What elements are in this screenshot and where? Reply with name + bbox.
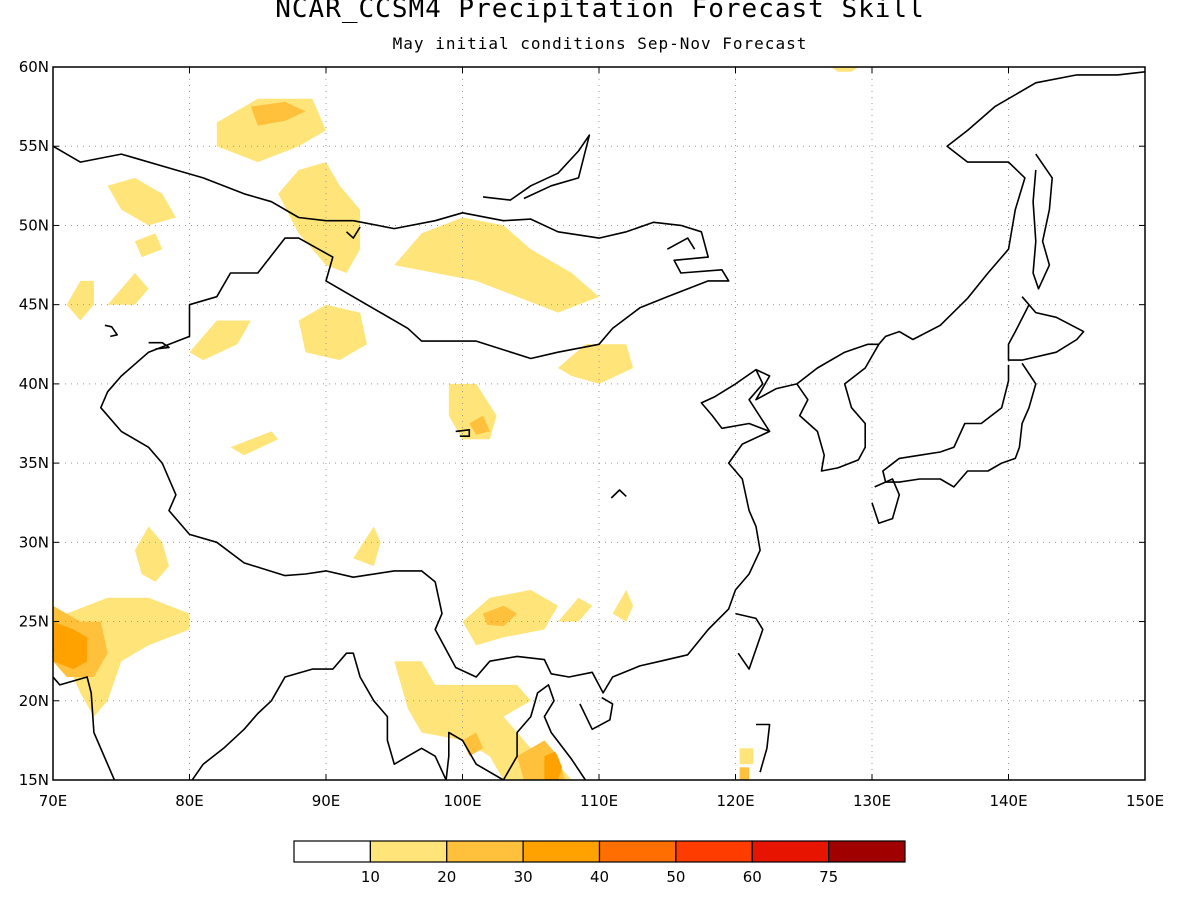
skill-region-level-1 — [353, 526, 381, 567]
lat-tick-label: 25N — [19, 613, 49, 631]
colorbar-swatch — [828, 840, 906, 863]
lat-tick-label: 30N — [19, 533, 49, 551]
skill-region-level-1 — [831, 67, 859, 72]
skill-region-level-1 — [739, 748, 754, 765]
lon-tick-label: 120E — [716, 792, 754, 810]
coastline — [445, 731, 504, 780]
skill-region-level-1 — [230, 431, 279, 456]
lon-tick-label: 80E — [175, 792, 204, 810]
skill-region-level-2 — [250, 101, 306, 126]
lon-tick-label: 90E — [312, 792, 341, 810]
coastline — [53, 649, 116, 780]
skill-region-level-3 — [544, 751, 563, 780]
skill-region-level-1 — [66, 280, 94, 321]
coastline — [748, 369, 771, 432]
lon-tick-label: 70E — [39, 792, 68, 810]
coastline — [735, 612, 764, 670]
lat-tick-label: 60N — [19, 58, 49, 76]
coastline — [756, 723, 771, 773]
lat-tick-label: 20N — [19, 692, 49, 710]
coastline — [610, 489, 627, 499]
skill-region-level-1 — [278, 162, 361, 273]
lat-tick-label: 35N — [19, 454, 49, 472]
coastline — [148, 341, 170, 350]
longitude-axis: 70E 80E 90E 100E 110E 120E 130E 140E 150E — [39, 67, 1164, 810]
coastline — [1007, 296, 1085, 361]
coastline — [502, 684, 587, 780]
colorbar-swatch — [598, 840, 677, 863]
coastline — [1032, 153, 1053, 290]
coastline — [796, 343, 880, 472]
coastline — [191, 652, 447, 780]
lat-tick-label: 15N — [19, 771, 49, 789]
skill-region-level-1 — [134, 233, 163, 258]
colorbar-label: 20 — [437, 868, 456, 886]
lon-tick-label: 150E — [1126, 792, 1164, 810]
colorbar-label: 75 — [819, 868, 838, 886]
colorbar-swatch — [293, 840, 371, 863]
colorbar-swatch — [522, 840, 601, 863]
chart-title: NCAR_CCSM4 Precipitation Forecast Skill — [275, 0, 925, 24]
skill-region-level-2 — [739, 767, 750, 780]
coastline — [104, 324, 118, 338]
lon-tick-label: 140E — [989, 792, 1027, 810]
skill-region-level-1 — [134, 526, 169, 582]
lat-tick-label: 40N — [19, 375, 49, 393]
colorbar-label: 30 — [514, 868, 533, 886]
colorbar-label: 50 — [666, 868, 685, 886]
coastline-layer — [53, 71, 1145, 780]
skill-region-level-1 — [612, 589, 634, 622]
coastline — [871, 478, 901, 525]
colorbar-label: 60 — [743, 868, 762, 886]
colorbar-swatch — [369, 840, 448, 863]
coastline — [53, 71, 1145, 694]
coastline — [666, 237, 696, 250]
colorbar-label: 40 — [590, 868, 609, 886]
skill-region-level-2 — [469, 415, 490, 435]
skill-region-level-1 — [298, 304, 367, 361]
colorbar-swatch — [675, 840, 753, 863]
skill-region-level-1 — [107, 273, 149, 305]
grid-lines — [53, 67, 1145, 780]
latitude-axis: 60N 55N 50N 45N 40N 35N 30N 25N 20N 15N — [19, 58, 1145, 789]
skill-shading-layer — [53, 67, 859, 780]
skill-region-level-1 — [394, 217, 599, 313]
lat-tick-label: 55N — [19, 137, 49, 155]
coastline — [579, 696, 614, 731]
skill-region-level-1 — [189, 320, 251, 361]
lon-tick-label: 130E — [853, 792, 891, 810]
colorbar: 10 20 30 40 50 60 75 — [293, 840, 906, 886]
lat-tick-label: 50N — [19, 216, 49, 234]
skill-region-level-3 — [53, 621, 88, 670]
skill-region-level-1 — [107, 177, 176, 226]
skill-region-level-1 — [558, 597, 593, 622]
chart-subtitle: May initial conditions Sep-Nov Forecast — [392, 34, 808, 53]
colorbar-swatch — [751, 840, 830, 863]
lon-tick-label: 110E — [580, 792, 618, 810]
coastline — [345, 226, 361, 239]
lon-tick-label: 100E — [443, 792, 481, 810]
skill-region-level-1 — [558, 344, 634, 384]
colorbar-swatch — [446, 840, 524, 863]
coastline — [482, 134, 591, 201]
coastline — [455, 428, 471, 438]
lat-tick-label: 45N — [19, 296, 49, 314]
colorbar-label: 10 — [361, 868, 380, 886]
coastline — [882, 362, 1037, 488]
